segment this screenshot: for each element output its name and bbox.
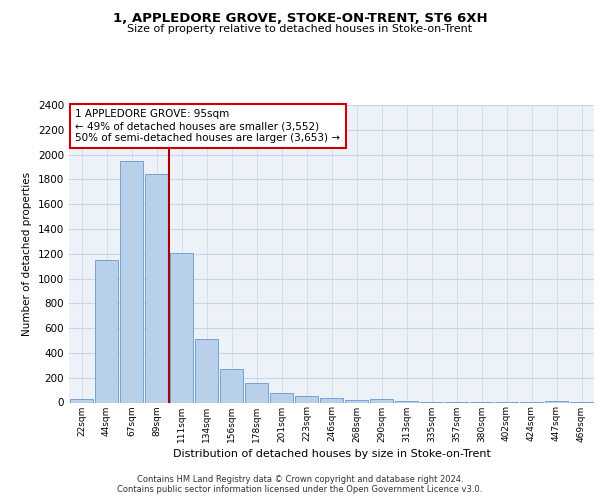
Text: Size of property relative to detached houses in Stoke-on-Trent: Size of property relative to detached ho… <box>127 24 473 34</box>
Bar <box>320 398 343 402</box>
Bar <box>220 369 243 402</box>
Bar <box>270 393 293 402</box>
Bar <box>145 174 168 402</box>
Bar <box>195 340 218 402</box>
Bar <box>245 384 268 402</box>
Text: 1 APPLEDORE GROVE: 95sqm
← 49% of detached houses are smaller (3,552)
50% of sem: 1 APPLEDORE GROVE: 95sqm ← 49% of detach… <box>76 110 340 142</box>
Bar <box>120 161 143 402</box>
Y-axis label: Number of detached properties: Number of detached properties <box>22 172 32 336</box>
Bar <box>95 260 118 402</box>
Bar <box>170 252 193 402</box>
Bar <box>345 400 368 402</box>
Text: 1, APPLEDORE GROVE, STOKE-ON-TRENT, ST6 6XH: 1, APPLEDORE GROVE, STOKE-ON-TRENT, ST6 … <box>113 12 487 26</box>
Bar <box>70 399 93 402</box>
Text: Contains HM Land Registry data © Crown copyright and database right 2024.
Contai: Contains HM Land Registry data © Crown c… <box>118 474 482 494</box>
Bar <box>295 396 318 402</box>
Bar <box>545 400 568 402</box>
Bar <box>370 399 393 402</box>
X-axis label: Distribution of detached houses by size in Stoke-on-Trent: Distribution of detached houses by size … <box>173 448 490 458</box>
